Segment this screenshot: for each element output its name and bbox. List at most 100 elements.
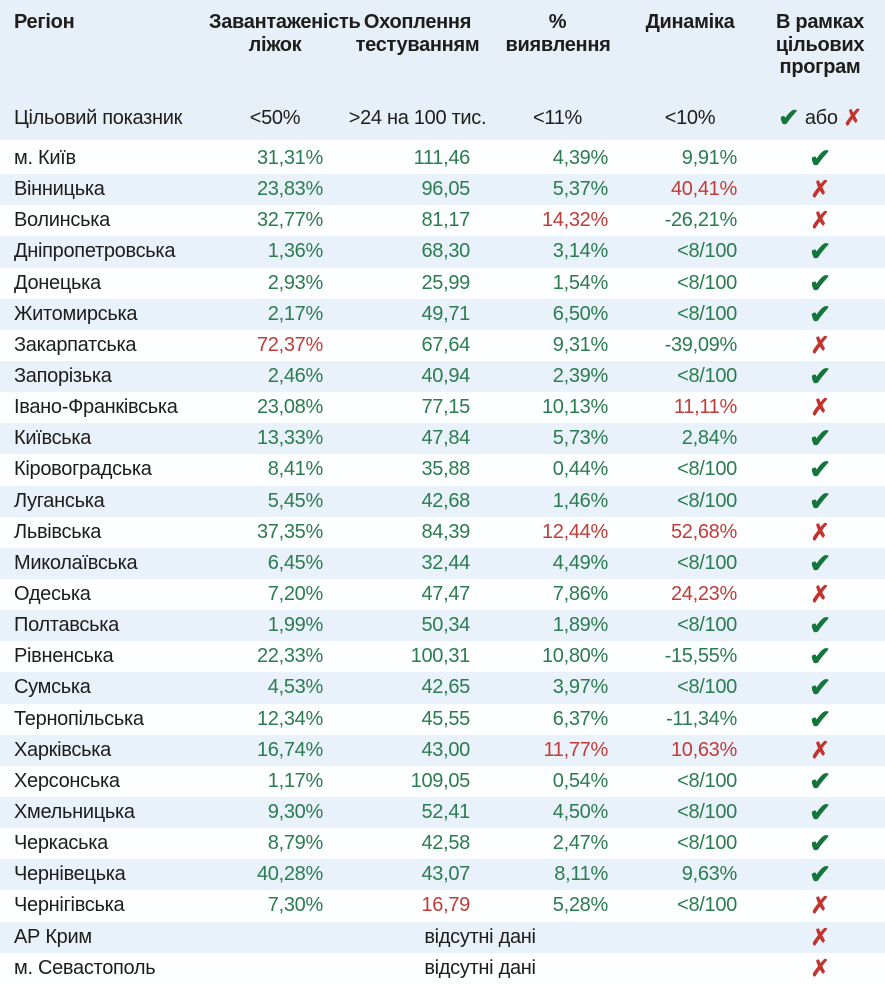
table-row: Вінницька 23,83% 96,05 5,37% 40,41% ✗ [0, 174, 885, 206]
table-row: Закарпатська 72,37% 67,64 9,31% -39,09% ✗ [0, 329, 885, 361]
region-name: Вінницька [14, 178, 105, 201]
checkmark-icon: ✔ [809, 454, 831, 485]
value-cell: 2,47% [552, 832, 609, 855]
table-body: м. Київ 31,31% 111,46 4,39% 9,91% ✔ Вінницька 2… [0, 143, 885, 984]
value-cell: 96,05 [421, 178, 470, 201]
value-cell: 7,86% [552, 583, 609, 606]
region-name: Полтавська [14, 614, 119, 637]
value-cell: 10,63% [670, 738, 737, 761]
value-cell: 84,39 [421, 520, 470, 543]
column-header-region-label: Регіон [14, 11, 75, 33]
value-cell: <8/100 [677, 801, 737, 824]
value-cell: 1,54% [552, 271, 609, 294]
table-row: Чернігівська 7,30% 16,79 5,28% <8/100 ✗ [0, 890, 885, 922]
value-cell: 109,05 [410, 769, 471, 792]
column-header-program: В рамках цільових програм [755, 11, 885, 79]
region-name: Івано-Франківська [14, 396, 178, 419]
value-cell: 50,34 [421, 614, 470, 637]
value-cell: -26,21% [664, 209, 738, 232]
value-cell: <8/100 [677, 614, 737, 637]
value-cell: 11,11% [673, 396, 737, 419]
value-cell: 12,44% [541, 520, 608, 543]
checkmark-icon: ✔ [809, 703, 831, 734]
column-header-beds: Завантаженість ліжок [205, 11, 361, 79]
checkmark-icon: ✔ [809, 765, 831, 796]
value-cell: 77,15 [421, 396, 470, 419]
cross-icon: ✗ [810, 518, 830, 545]
region-name: Житомирська [14, 302, 138, 325]
value-cell: -39,09% [664, 333, 738, 356]
column-header-program-label: В рамках цільових програм [775, 11, 865, 79]
value-cell: 72,37% [256, 333, 323, 356]
checkmark-icon: ✔ [809, 859, 831, 890]
region-name: Черкаська [14, 832, 108, 855]
value-cell: 1,99% [267, 614, 324, 637]
value-cell: 5,37% [552, 178, 609, 201]
value-cell: 9,91% [681, 147, 738, 170]
value-cell: 10,80% [541, 645, 608, 668]
table-row: Донецька 2,93% 25,99 1,54% <8/100 ✔ [0, 267, 885, 299]
value-cell: 4,50% [552, 801, 609, 824]
value-cell: 32,44 [421, 551, 470, 574]
checkmark-icon: ✔ [809, 236, 831, 267]
checkmark-icon: ✔ [809, 610, 831, 641]
value-cell: 81,17 [421, 209, 470, 232]
checkmark-icon: ✔ [809, 797, 831, 828]
value-cell: 5,73% [552, 427, 609, 450]
region-name: Одеська [14, 583, 91, 606]
value-cell: 22,33% [256, 645, 323, 668]
value-cell: 6,37% [552, 707, 609, 730]
region-name: Кіровоградська [14, 458, 152, 481]
value-cell: 9,63% [681, 863, 738, 886]
value-cell: 1,89% [552, 614, 609, 637]
target-testing: >24 на 100 тис. [348, 106, 487, 129]
region-name: Дніпропетровська [14, 240, 176, 263]
cross-icon: ✗ [810, 892, 830, 919]
value-cell: 25,99 [421, 271, 470, 294]
target-dynamics: <10% [664, 106, 716, 129]
value-cell: 4,39% [552, 147, 609, 170]
table-row: Одеська 7,20% 47,47 7,86% 24,23% ✗ [0, 578, 885, 611]
column-header-testing: Охоплення тестуванням [345, 11, 490, 79]
target-detection: <11% [532, 106, 583, 129]
value-cell: 47,84 [421, 427, 470, 450]
table-row: Хмельницька 9,30% 52,41 4,50% <8/100 ✔ [0, 796, 885, 829]
value-cell: 3,14% [552, 240, 609, 263]
cross-icon: ✗ [810, 207, 830, 234]
value-cell: 35,88 [421, 458, 470, 481]
checkmark-icon: ✔ [809, 267, 831, 298]
value-cell: 45,55 [421, 707, 470, 730]
table-row: Миколаївська 6,45% 32,44 4,49% <8/100 ✔ [0, 547, 885, 579]
table-row: м. Севастополь відсутні дані ✗ [0, 952, 885, 984]
region-name: Львівська [14, 520, 102, 543]
checkmark-icon: ✔ [809, 143, 831, 174]
checkmark-icon: ✔ [809, 361, 831, 392]
checkmark-icon: ✔ [809, 641, 831, 672]
column-header-region: Регіон [0, 11, 205, 79]
value-cell: <8/100 [677, 769, 737, 792]
value-cell: <8/100 [677, 365, 737, 388]
value-cell: 8,41% [267, 458, 324, 481]
column-header-detection-label: % виявлення [505, 11, 611, 56]
value-cell: 5,28% [552, 894, 609, 917]
value-cell: <8/100 [677, 894, 737, 917]
region-name: Харківська [14, 738, 111, 761]
value-cell: 23,83% [256, 178, 323, 201]
table-row: Херсонська 1,17% 109,05 0,54% <8/100 ✔ [0, 765, 885, 797]
value-cell: 42,68 [421, 489, 470, 512]
region-name: АР Крим [14, 925, 92, 948]
value-cell: 7,30% [267, 894, 324, 917]
region-name: Хмельницька [14, 801, 135, 824]
value-cell: 2,84% [681, 427, 738, 450]
table-row: Київська 13,33% 47,84 5,73% 2,84% ✔ [0, 423, 885, 455]
value-cell: 1,17% [267, 769, 324, 792]
column-header-beds-label: Завантаженість ліжок [209, 11, 361, 56]
table-row: Полтавська 1,99% 50,34 1,89% <8/100 ✔ [0, 610, 885, 642]
column-header-testing-label: Охоплення тестуванням [355, 11, 480, 56]
region-name: Чернівецька [14, 863, 126, 886]
table-row: Черкаська 8,79% 42,58 2,47% <8/100 ✔ [0, 828, 885, 860]
cross-icon: ✗ [810, 923, 830, 950]
region-name: Сумська [14, 676, 91, 699]
target-or-label: або [804, 107, 838, 129]
value-cell: 5,45% [267, 489, 324, 512]
